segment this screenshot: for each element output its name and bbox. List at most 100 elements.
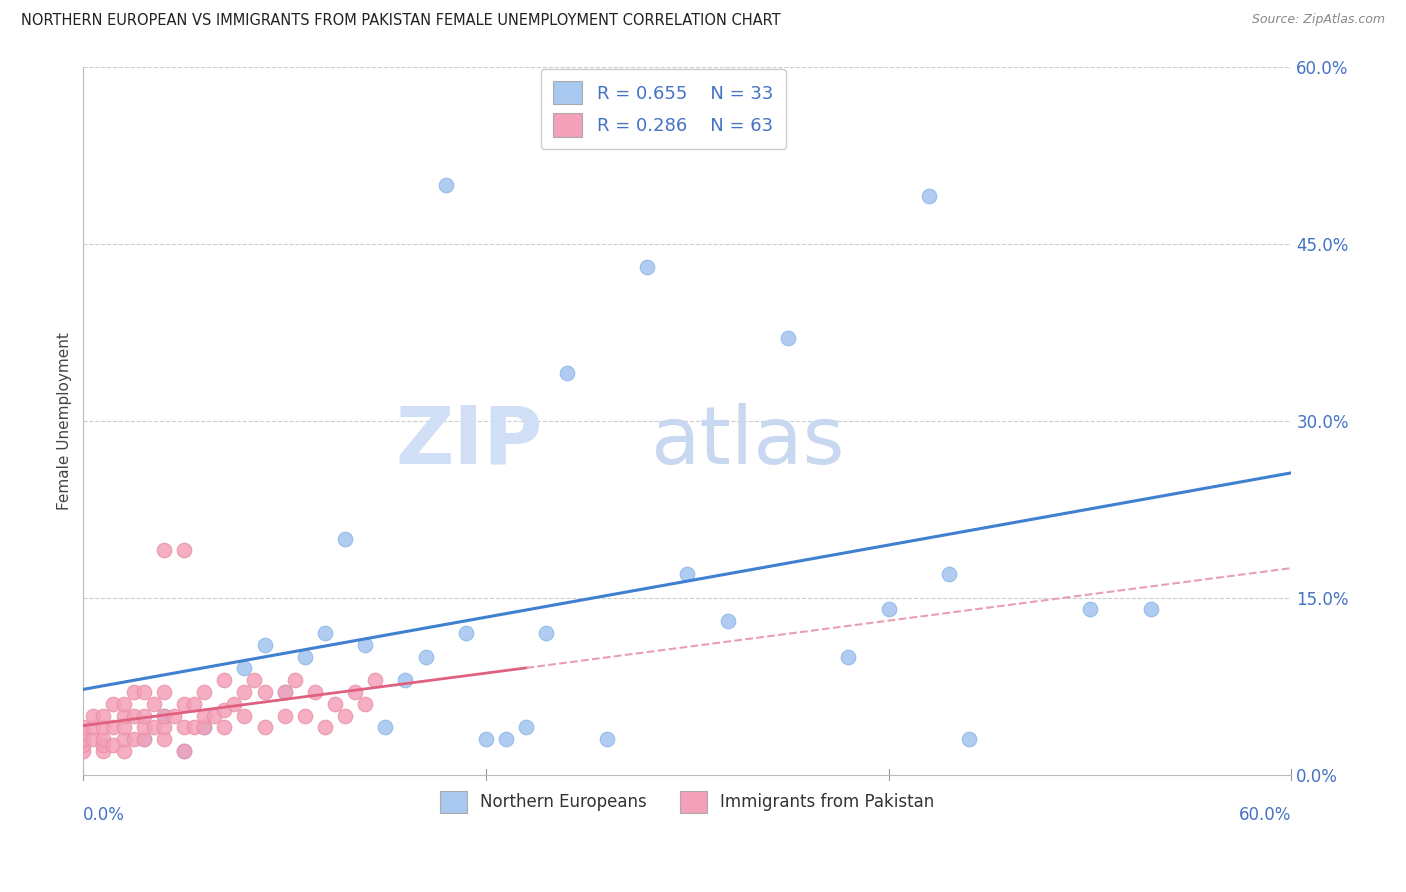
Point: [415, 649, 437, 664]
Point: [153, 720, 176, 734]
Point: [112, 720, 135, 734]
Point: [344, 685, 367, 699]
Point: [103, 697, 125, 711]
Point: [112, 732, 135, 747]
Point: [374, 720, 396, 734]
Point: [153, 732, 176, 747]
Point: [132, 732, 155, 747]
Point: [183, 697, 205, 711]
Point: [475, 732, 498, 747]
Point: [918, 189, 941, 203]
Point: [82, 708, 104, 723]
Point: [142, 720, 165, 734]
Point: [132, 708, 155, 723]
Text: 0.0%: 0.0%: [83, 806, 125, 824]
Point: [142, 697, 165, 711]
Point: [93, 732, 115, 747]
Point: [93, 720, 115, 734]
Point: [354, 697, 377, 711]
Point: [253, 685, 276, 699]
Point: [333, 532, 356, 546]
Point: [333, 708, 356, 723]
Point: [153, 543, 176, 558]
Legend: Northern Europeans, Immigrants from Pakistan: Northern Europeans, Immigrants from Paki…: [433, 785, 941, 820]
Point: [304, 685, 326, 699]
Point: [224, 697, 246, 711]
Point: [253, 638, 276, 652]
Point: [173, 720, 195, 734]
Point: [153, 708, 176, 723]
Point: [173, 744, 195, 758]
Point: [153, 708, 176, 723]
Point: [193, 685, 215, 699]
Point: [233, 661, 256, 675]
Point: [717, 614, 740, 628]
Point: [122, 685, 145, 699]
Point: [495, 732, 517, 747]
Point: [636, 260, 658, 275]
Point: [776, 331, 799, 345]
Point: [173, 543, 195, 558]
Point: [93, 738, 115, 752]
Point: [354, 638, 377, 652]
Text: Source: ZipAtlas.com: Source: ZipAtlas.com: [1251, 13, 1385, 27]
Point: [877, 602, 900, 616]
Point: [122, 732, 145, 747]
Text: NORTHERN EUROPEAN VS IMMIGRANTS FROM PAKISTAN FEMALE UNEMPLOYMENT CORRELATION CH: NORTHERN EUROPEAN VS IMMIGRANTS FROM PAK…: [21, 13, 780, 29]
Point: [72, 726, 94, 740]
Point: [294, 649, 316, 664]
Point: [454, 626, 477, 640]
Point: [434, 178, 457, 192]
Point: [122, 708, 145, 723]
Point: [938, 566, 960, 581]
Point: [837, 649, 859, 664]
Point: [72, 732, 94, 747]
Point: [394, 673, 416, 688]
Point: [314, 720, 336, 734]
Point: [1139, 602, 1161, 616]
Point: [253, 720, 276, 734]
Point: [233, 685, 256, 699]
Point: [132, 720, 155, 734]
Point: [273, 685, 295, 699]
Point: [82, 720, 104, 734]
Point: [555, 367, 578, 381]
Text: ZIP: ZIP: [395, 403, 543, 481]
Point: [72, 744, 94, 758]
Point: [193, 708, 215, 723]
Point: [233, 708, 256, 723]
Point: [72, 738, 94, 752]
Point: [103, 738, 125, 752]
Point: [1078, 602, 1101, 616]
Point: [93, 744, 115, 758]
Point: [957, 732, 980, 747]
Point: [132, 685, 155, 699]
Text: atlas: atlas: [650, 403, 845, 481]
Point: [323, 697, 346, 711]
Point: [112, 697, 135, 711]
Point: [596, 732, 619, 747]
Point: [314, 626, 336, 640]
Point: [273, 685, 295, 699]
Point: [173, 697, 195, 711]
Point: [536, 626, 558, 640]
Point: [82, 732, 104, 747]
Point: [284, 673, 307, 688]
Point: [202, 708, 225, 723]
Point: [72, 720, 94, 734]
Point: [212, 720, 235, 734]
Point: [183, 720, 205, 734]
Point: [364, 673, 387, 688]
Point: [103, 720, 125, 734]
Point: [193, 720, 215, 734]
Point: [93, 708, 115, 723]
Text: 60.0%: 60.0%: [1239, 806, 1292, 824]
Point: [273, 708, 295, 723]
Point: [676, 566, 699, 581]
Point: [112, 708, 135, 723]
Point: [173, 744, 195, 758]
Point: [515, 720, 537, 734]
Point: [193, 720, 215, 734]
Point: [212, 703, 235, 717]
Point: [112, 744, 135, 758]
